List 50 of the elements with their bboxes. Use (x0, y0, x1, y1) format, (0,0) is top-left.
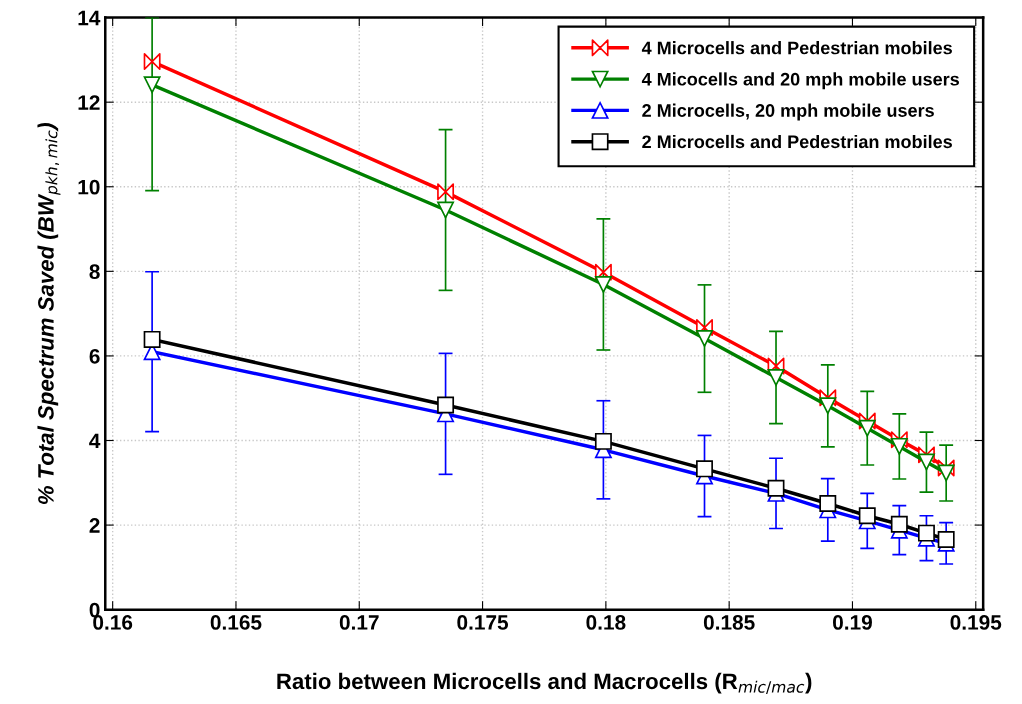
point (767, 369, 785, 386)
x-tick-label: 0.185 (703, 615, 755, 630)
x-tick-label: 0.19 (833, 615, 872, 630)
legend-label: 2 Microcells and Pedestrian mobiles (642, 134, 952, 149)
point (437, 396, 455, 414)
y-axis-title: % Total Spectrum Saved (BW$_{pkh,mic}$) (37, 122, 61, 504)
x-tick-label: 0.175 (457, 615, 509, 630)
y-tick-label: 2 (89, 518, 100, 533)
y-tick-label: 8 (89, 264, 100, 280)
x-tick-label: 0.195 (950, 615, 1002, 630)
point (594, 432, 612, 450)
y-tick-label: 4 (89, 433, 101, 449)
x-axis-title: Ratio between Microcells and Macrocells (R$_{mic/mac}$) (277, 672, 812, 695)
point (890, 431, 908, 449)
y-tick-label: 14 (78, 10, 101, 26)
legend-label: 4 Micocells and 20 mph mobile users (641, 72, 959, 90)
point (937, 464, 955, 482)
y-tick-label: 10 (78, 179, 100, 195)
legend-label: 2 Microcells, 20 mph mobile users (642, 103, 934, 121)
point (437, 183, 455, 201)
point (917, 524, 935, 542)
point (917, 446, 935, 464)
point (890, 515, 908, 533)
point (819, 397, 837, 415)
point (594, 275, 612, 293)
point (937, 530, 955, 548)
legend-label: 4 Microcells and Pedestrian mobiles (641, 41, 952, 55)
x-tick-label: 0.17 (339, 615, 379, 630)
y-tick-label: 6 (89, 348, 100, 364)
point (819, 389, 837, 407)
point (917, 453, 935, 471)
point (696, 319, 713, 337)
x-tick-label: 0.165 (210, 615, 262, 630)
point (858, 419, 876, 437)
x-tick-label: 0.18 (586, 615, 626, 630)
point (858, 412, 876, 430)
point (143, 330, 161, 348)
point (767, 479, 785, 497)
point (696, 330, 713, 348)
point (143, 76, 161, 94)
point (819, 495, 837, 512)
point (143, 53, 161, 71)
point (890, 437, 908, 455)
point (696, 460, 713, 478)
point (767, 357, 785, 375)
point (594, 263, 612, 281)
point (437, 201, 455, 219)
point (858, 507, 876, 525)
y-tick-label: 12 (78, 95, 100, 110)
point (937, 459, 955, 477)
